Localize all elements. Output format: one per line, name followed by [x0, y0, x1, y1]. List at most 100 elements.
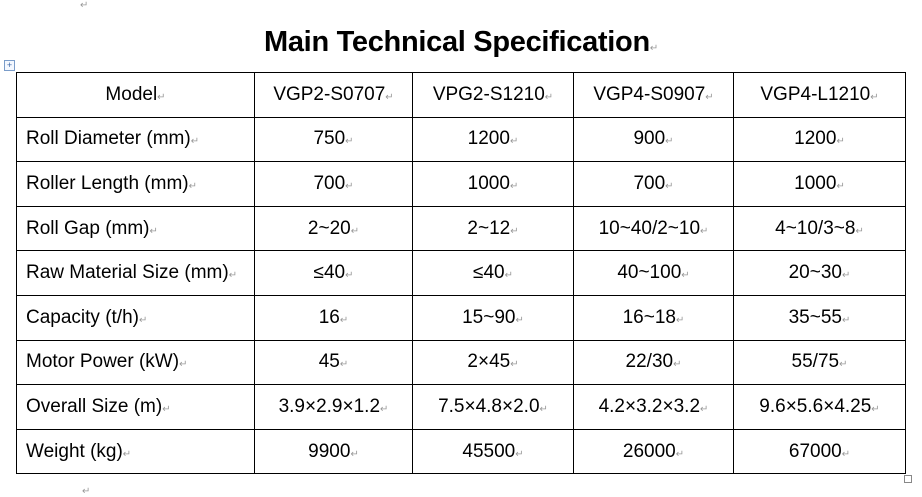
table-cell-text: 45 [318, 351, 340, 373]
table-cell: 2~20↵ [254, 205, 413, 252]
cell-end-mark: ↵ [188, 180, 197, 192]
table-cell: 1000↵ [733, 161, 906, 207]
cell-end-mark: ↵ [673, 359, 682, 371]
header-model-cell-text: VGP2-S0707 [273, 83, 386, 105]
table-cell-text: 750 [313, 128, 346, 150]
row-label-cell-text: Roller Length (mm) [26, 172, 189, 194]
table-row: Weight (kg)↵ 9900↵ 45500↵ 26000↵ 67000↵ [16, 428, 906, 475]
header-model-label: Model↵ [16, 72, 255, 118]
table-cell: 45↵ [254, 339, 413, 386]
row-label-cell-text: Raw Material Size (mm) [26, 262, 229, 284]
row-label-cell: Roller Length (mm)↵ [16, 161, 255, 207]
table-cell-text: 9900 [308, 440, 351, 462]
cell-end-mark: ↵ [122, 448, 132, 460]
table-cell: 45500↵ [412, 428, 574, 475]
table-cell-text: ≤40 [313, 262, 346, 284]
table-row: Roll Gap (mm)↵ 2~20↵ 2~12↵ 10~40/2~10↵ 4~10/… [16, 205, 906, 252]
table-cell: 67000↵ [733, 428, 906, 475]
header-model-cell: VGP4-L1210↵ [733, 72, 906, 118]
cell-end-mark: ↵ [841, 314, 851, 326]
table-cell-text: 2×45 [467, 351, 511, 373]
table-move-handle-icon[interactable]: + [4, 60, 15, 71]
table-row: Motor Power (kW)↵ 45↵ 2×45↵ 22/30↵ 55/75↵ [16, 339, 906, 386]
table-cell: 22/30↵ [573, 339, 734, 386]
table-cell-text: 16 [318, 306, 340, 328]
header-model-cell: VPG2-S1210↵ [412, 72, 574, 118]
table-cell: 9900↵ [254, 428, 413, 475]
cell-end-mark: ↵ [510, 359, 519, 371]
header-model-cell-text: VGP4-L1210 [760, 83, 871, 105]
table-cell: 20~30↵ [733, 250, 906, 296]
cell-end-mark: ↵ [665, 180, 674, 192]
table-cell-text: 9.6×5.6×4.25 [759, 395, 872, 417]
cell-end-mark: ↵ [700, 225, 709, 237]
cell-end-mark: ↵ [870, 91, 879, 103]
cell-end-mark: ↵ [841, 448, 851, 460]
table-header-row: Model↵ VGP2-S0707↵ VPG2-S1210↵ VGP4-S0907↵ V… [16, 72, 906, 118]
table-cell: 1000↵ [412, 161, 574, 207]
cell-end-mark: ↵ [539, 403, 548, 415]
cell-end-mark: ↵ [509, 180, 519, 192]
table-cell-text: 20~30 [788, 262, 842, 284]
table-cell-text: 40~100 [617, 262, 682, 284]
table-cell-text: 16~18 [622, 306, 676, 328]
table-cell: 750↵ [254, 116, 413, 163]
cell-end-mark: ↵ [509, 136, 519, 148]
page-title: Main Technical Specification↵ [0, 26, 922, 59]
table-cell: 9.6×5.6×4.25↵ [733, 384, 906, 430]
cell-end-mark: ↵ [700, 403, 709, 415]
table-cell-text: 10~40/2~10 [598, 217, 701, 239]
table-cell-text: 900 [633, 128, 666, 150]
cell-end-mark: ↵ [515, 448, 524, 460]
table-cell-text: 4~10/3~8 [775, 217, 856, 239]
table-cell: 2~12↵ [412, 205, 574, 252]
cell-end-mark: ↵ [665, 136, 674, 148]
table-cell-text: 700 [313, 172, 346, 194]
table-cell: 1200↵ [412, 116, 574, 163]
cell-end-mark: ↵ [179, 359, 188, 371]
row-label-cell-text: Overall Size (m) [26, 395, 163, 417]
table-cell: 4.2×3.2×3.2↵ [573, 384, 734, 430]
cell-end-mark: ↵ [705, 91, 714, 103]
table-cell-text: 45500 [462, 440, 516, 462]
cell-end-mark: ↵ [510, 225, 519, 237]
table-cell: ≤40↵ [254, 250, 413, 296]
cell-end-mark: ↵ [836, 180, 845, 192]
table-cell-text: 15~90 [462, 306, 516, 328]
header-model-cell-text: VPG2-S1210 [432, 83, 545, 105]
cell-end-mark: ↵ [675, 314, 685, 326]
row-label-cell: Roll Gap (mm)↵ [16, 205, 255, 252]
cell-end-mark: ↵ [839, 359, 848, 371]
cell-end-mark: ↵ [675, 448, 685, 460]
row-label-cell: Capacity (t/h)↵ [16, 294, 255, 341]
table-resize-handle-icon[interactable] [904, 475, 912, 483]
specification-table: Model↵ VGP2-S0707↵ VPG2-S1210↵ VGP4-S0907↵ V… [16, 72, 906, 475]
row-label-cell-text: Roll Diameter (mm) [26, 128, 191, 150]
cell-end-mark: ↵ [228, 270, 238, 282]
table-cell: 55/75↵ [733, 339, 906, 386]
table-row: Capacity (t/h)↵ 16↵ 15~90↵ 16~18↵ 35~55↵ [16, 294, 906, 341]
table-cell-text: 22/30 [625, 351, 674, 373]
cell-end-mark: ↵ [350, 225, 360, 237]
table-cell: 15~90↵ [412, 294, 574, 341]
cell-end-mark: ↵ [162, 403, 171, 415]
table-cell-text: 1200 [467, 128, 510, 150]
cell-end-mark: ↵ [345, 270, 354, 282]
table-cell: 10~40/2~10↵ [573, 205, 734, 252]
table-cell: 4~10/3~8↵ [733, 205, 906, 252]
specification-table-body: Model↵ VGP2-S0707↵ VPG2-S1210↵ VGP4-S0907↵ V… [16, 72, 906, 475]
cell-end-mark: ↵ [149, 225, 158, 237]
table-cell-text: 67000 [788, 440, 842, 462]
table-cell: 1200↵ [733, 116, 906, 163]
cell-end-mark: ↵ [190, 136, 200, 148]
row-label-cell: Overall Size (m)↵ [16, 384, 255, 430]
table-cell: 35~55↵ [733, 294, 906, 341]
table-cell: 7.5×4.8×2.0↵ [412, 384, 574, 430]
paragraph-mark: ↵ [82, 486, 91, 497]
paragraph-mark: ↵ [80, 0, 89, 11]
cell-end-mark: ↵ [544, 91, 554, 103]
cell-end-mark: ↵ [138, 314, 148, 326]
table-cell-text: ≤40 [473, 262, 505, 284]
table-row: Overall Size (m)↵ 3.9×2.9×1.2↵ 7.5×4.8×2.0… [16, 384, 906, 430]
cell-end-mark: ↵ [681, 270, 690, 282]
